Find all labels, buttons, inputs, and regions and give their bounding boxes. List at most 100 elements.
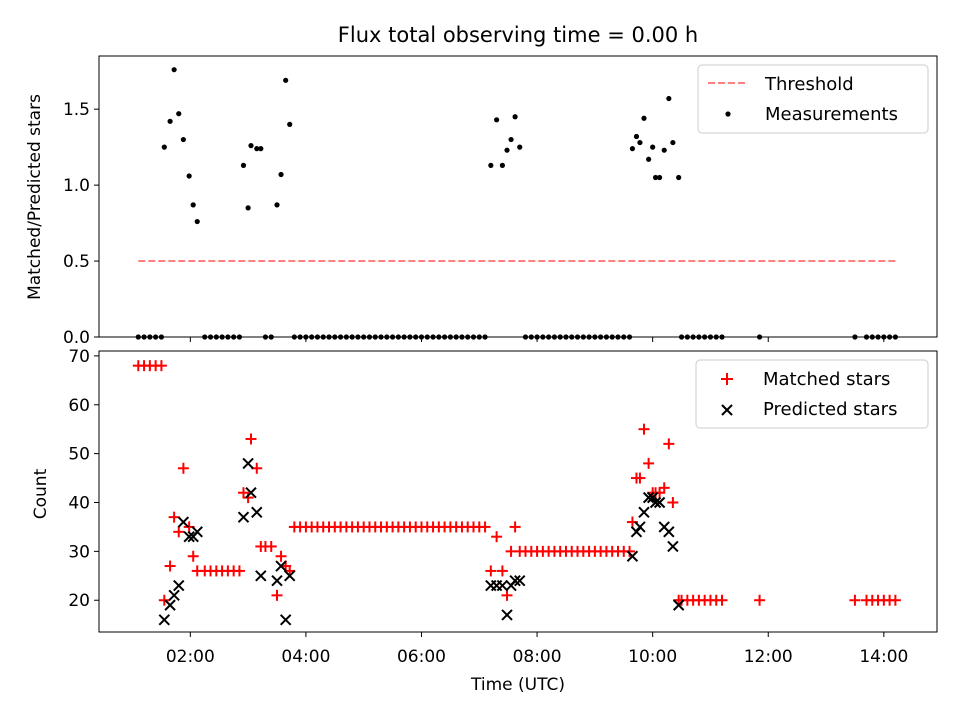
matched-star-marker — [634, 472, 646, 484]
measurement-point — [629, 146, 636, 152]
matched-star-marker — [271, 589, 283, 601]
count-y-tick-label: 30 — [68, 542, 90, 562]
predicted-star-marker — [509, 574, 521, 587]
predicted-star-marker — [642, 491, 655, 504]
predicted-star-marker — [164, 599, 176, 611]
predicted-star-marker — [649, 496, 662, 509]
x-axis-label: Time (UTC) — [470, 675, 565, 695]
predicted-star-marker — [177, 516, 190, 528]
measurement-point — [666, 95, 672, 102]
matched-star-marker — [479, 521, 491, 533]
predicted-star-marker — [667, 540, 679, 553]
count-y-axis-label: Count — [31, 468, 51, 519]
predicted-star-marker — [191, 526, 203, 538]
chart-title: Flux total observing time = 0.00 h — [338, 23, 698, 47]
predicted-star-marker — [663, 526, 675, 538]
matched-star-marker — [155, 360, 167, 372]
measurement-point — [517, 144, 523, 150]
measurement-point — [287, 121, 293, 127]
matched-star-marker — [242, 492, 254, 504]
measurement-point — [508, 136, 514, 143]
predicted-star-marker — [173, 579, 185, 592]
measurement-point — [488, 162, 494, 168]
measurement-point — [650, 144, 656, 150]
measurement-point — [283, 77, 289, 83]
measurement-point — [186, 173, 192, 179]
legend-matched-label: Matched stars — [763, 369, 890, 390]
measurement-point — [171, 67, 177, 73]
measurement-point — [194, 218, 200, 225]
predicted-star-marker — [279, 614, 292, 626]
ratio-legend: Threshold Measurements — [697, 64, 929, 134]
predicted-star-marker — [284, 570, 296, 582]
matched-star-marker — [158, 594, 170, 606]
predicted-star-marker — [275, 560, 287, 572]
predicted-star-marker — [653, 496, 666, 509]
measurement-point — [504, 147, 510, 153]
count-x-tick-label: 02:00 — [166, 647, 215, 667]
ratio-panel: 0.0 0.5 1.0 1.5 Matched/Predicted stars Thr… — [25, 55, 938, 348]
ratio-y-tick-label: 0.5 — [63, 252, 90, 272]
legend-predicted-swatch — [721, 404, 733, 416]
measurement-point — [254, 146, 260, 152]
count-y-tick-label: 70 — [68, 347, 90, 367]
matched-star-marker — [496, 565, 508, 577]
measurement-point — [176, 111, 182, 117]
ratio-y-axis-label: Matched/Predicted stars — [25, 94, 45, 300]
measurement-point — [248, 143, 254, 149]
measurement-point — [676, 174, 682, 181]
ratio-y-tick-label: 0.0 — [63, 328, 90, 348]
measurement-point — [661, 147, 667, 153]
measurement-point — [190, 202, 196, 208]
count-y-axis-ticks: 20 30 40 50 60 70 — [68, 347, 99, 611]
count-y-tick-label: 60 — [68, 396, 90, 416]
predicted-star-marker — [626, 550, 639, 562]
predicted-star-marker — [496, 579, 509, 592]
measurement-point — [245, 205, 251, 211]
ratio-x-axis-ticks — [189, 337, 885, 342]
count-x-tick-label: 14:00 — [859, 647, 908, 667]
predicted-star-marker — [237, 511, 250, 523]
count-x-axis-ticks: 02:00 04:00 06:00 08:00 10:00 12:00 14:00 — [166, 632, 908, 667]
predicted-star-marker — [634, 521, 646, 533]
predicted-star-marker — [672, 599, 685, 611]
matched-star-marker — [754, 594, 766, 606]
predicted-star-marker — [168, 589, 180, 602]
count-x-tick-label: 12:00 — [744, 647, 793, 667]
measurement-point — [258, 146, 264, 152]
measurement-point — [512, 114, 518, 120]
count-x-tick-label: 04:00 — [281, 647, 330, 667]
predicted-star-marker — [183, 530, 195, 543]
predicted-star-marker — [242, 457, 254, 470]
matched-star-marker — [667, 496, 679, 508]
predicted-star-marker — [255, 570, 267, 582]
predicted-star-marker — [514, 574, 526, 587]
measurement-point — [161, 144, 167, 150]
ratio-y-tick-label: 1.0 — [63, 176, 90, 196]
matched-star-marker — [265, 540, 277, 552]
measurement-point — [656, 174, 663, 181]
matched-star-marker — [245, 433, 257, 445]
ratio-y-tick-label: 1.5 — [63, 100, 90, 120]
measurement-point — [167, 118, 173, 124]
measurement-point — [278, 171, 284, 178]
predicted-star-marker — [245, 487, 257, 499]
predicted-star-marker — [638, 506, 650, 518]
predicted-star-marker — [630, 526, 643, 538]
predicted-star-marker — [271, 574, 283, 587]
predicted-star-markers — [158, 457, 685, 626]
matched-star-markers — [132, 360, 901, 606]
count-legend-box — [695, 359, 929, 429]
measurement-point — [652, 174, 659, 181]
matched-star-marker — [643, 457, 655, 469]
matched-star-marker — [485, 565, 497, 577]
matched-star-marker — [275, 550, 287, 562]
count-y-tick-label: 20 — [68, 591, 90, 611]
measurement-point — [641, 115, 647, 121]
count-x-tick-label: 06:00 — [397, 647, 446, 667]
measurement-point — [633, 133, 640, 140]
count-plot-frame — [98, 350, 938, 633]
matched-star-marker — [624, 545, 636, 557]
measurement-point — [240, 162, 247, 168]
